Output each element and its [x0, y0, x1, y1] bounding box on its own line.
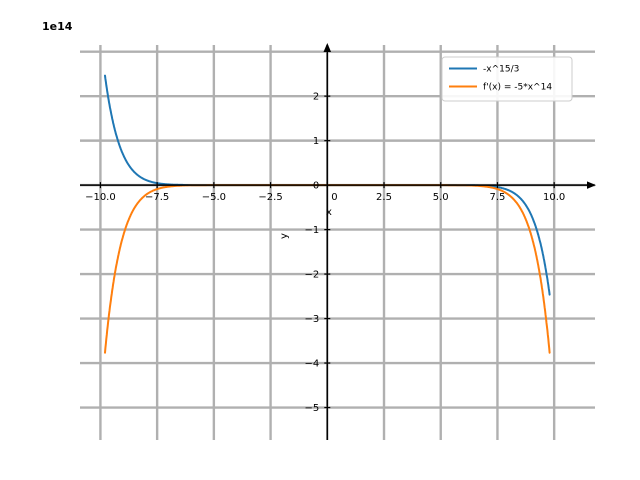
- y-tick-label: −5: [305, 403, 320, 414]
- x-tick-label: −2.5: [258, 192, 282, 203]
- x-tick-label: 0: [331, 192, 337, 203]
- x-tick-label: 5.0: [433, 192, 449, 203]
- x-tick-label: −7.5: [145, 192, 169, 203]
- y-tick-label: −2: [305, 270, 320, 281]
- axis-spines: [80, 43, 596, 440]
- x-axis-arrow-icon: [587, 181, 596, 189]
- tick-labels: −10.0 −7.5 −5.0 −2.5 0 2.5 5.0 7.5 10.0 −5 −4 −3 −2 −…: [85, 92, 565, 414]
- x-tick-label: 10.0: [543, 192, 565, 203]
- x-tick-label: 2.5: [376, 192, 392, 203]
- legend-label-series-0: -x^15/3: [483, 65, 519, 75]
- y-tick-label: −3: [305, 314, 320, 325]
- y-axis-arrow-icon: [323, 43, 332, 52]
- y-tick-label: −4: [305, 359, 320, 370]
- legend-label-series-1: f'(x) = -5*x^14: [483, 83, 552, 93]
- y-tick-label: 0: [313, 181, 319, 192]
- y-tick-label: 2: [313, 92, 319, 103]
- gridlines: [80, 45, 595, 440]
- y-axis-label: y: [279, 233, 290, 239]
- x-axis-label: x: [326, 207, 332, 218]
- x-tick-label: −10.0: [85, 192, 116, 203]
- y-tick-label: 1: [313, 136, 319, 147]
- x-tick-label: 7.5: [489, 192, 505, 203]
- y-axis-offset-label: 1e14: [42, 20, 73, 33]
- y-tick-label: −1: [305, 225, 320, 236]
- legend: -x^15/3 f'(x) = -5*x^14: [441, 56, 573, 102]
- x-tick-label: −5.0: [202, 192, 226, 203]
